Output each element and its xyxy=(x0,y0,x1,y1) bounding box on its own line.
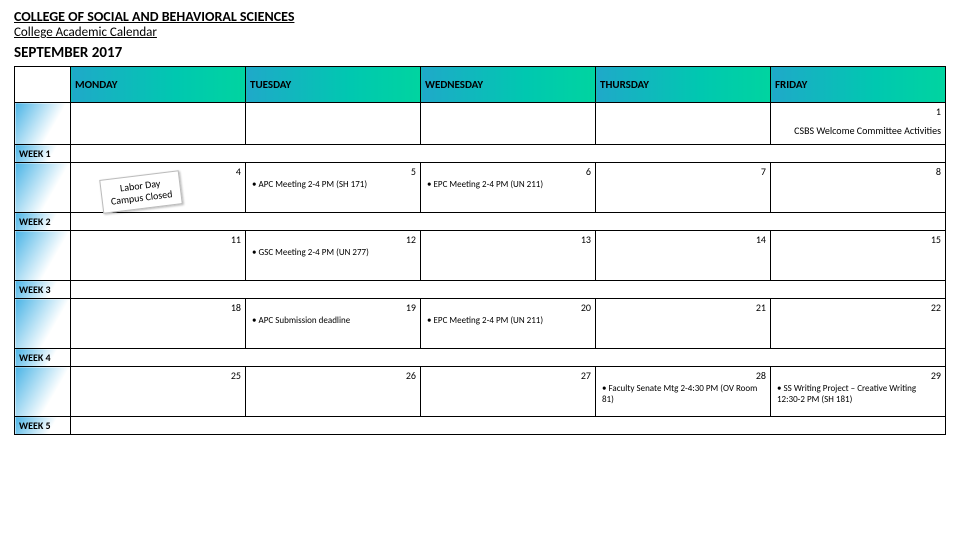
week-side xyxy=(15,163,71,213)
day-cell: 14 xyxy=(596,231,771,281)
day-cell: 21 xyxy=(596,299,771,349)
week-side xyxy=(15,231,71,281)
events: EPC Meeting 2-4 PM (UN 211) xyxy=(427,315,589,328)
week-label: WEEK 2 xyxy=(15,213,71,231)
event-item: EPC Meeting 2-4 PM (UN 211) xyxy=(427,315,589,326)
events: APC Submission deadline xyxy=(252,315,414,328)
event-item: SS Writing Project – Creative Writing 12… xyxy=(777,383,939,406)
day-cell: 27 xyxy=(421,367,596,417)
week-label: WEEK 3 xyxy=(15,281,71,299)
event-item: EPC Meeting 2-4 PM (UN 211) xyxy=(427,179,589,190)
date-number: 29 xyxy=(931,369,941,382)
header-fri: FRIDAY xyxy=(771,67,946,103)
week-side xyxy=(15,367,71,417)
pre-week-row: 1 CSBS Welcome Committee Activities xyxy=(15,103,946,145)
header-mon: MONDAY xyxy=(71,67,246,103)
event-item: GSC Meeting 2-4 PM (UN 277) xyxy=(252,247,414,258)
week-label-row: WEEK 5 xyxy=(15,417,946,435)
pre-week-label xyxy=(15,103,71,145)
pre-week-cell xyxy=(71,103,246,145)
date-number: 8 xyxy=(936,165,941,178)
event-item: Faculty Senate Mtg 2-4:30 PM (OV Room 81… xyxy=(602,383,764,406)
pre-week-cell xyxy=(246,103,421,145)
day-cell: 28Faculty Senate Mtg 2-4:30 PM (OV Room … xyxy=(596,367,771,417)
events: SS Writing Project – Creative Writing 12… xyxy=(777,383,939,408)
pre-week-cell xyxy=(596,103,771,145)
day-cell: 7 xyxy=(596,163,771,213)
header-wed: WEDNESDAY xyxy=(421,67,596,103)
header-thu: THURSDAY xyxy=(596,67,771,103)
date-number: 27 xyxy=(581,369,591,382)
date-number: 22 xyxy=(931,301,941,314)
welcome-text: CSBS Welcome Committee Activities xyxy=(775,124,941,137)
day-cell: 6EPC Meeting 2-4 PM (UN 211) xyxy=(421,163,596,213)
calendar-subtitle: College Academic Calendar xyxy=(14,25,946,40)
date-number: 19 xyxy=(406,301,416,314)
date-number: 12 xyxy=(406,233,416,246)
day-cell: 4 Labor DayCampus Closed xyxy=(71,163,246,213)
week-label: WEEK 1 xyxy=(15,145,71,163)
date-number: 13 xyxy=(581,233,591,246)
week-row: 11 12GSC Meeting 2-4 PM (UN 277) 13 14 15 xyxy=(15,231,946,281)
week-label: WEEK 5 xyxy=(15,417,71,435)
week-row: 4 Labor DayCampus Closed 5APC Meeting 2-4 … xyxy=(15,163,946,213)
events: Faculty Senate Mtg 2-4:30 PM (OV Room 81… xyxy=(602,383,764,408)
date-number: 6 xyxy=(586,165,591,178)
week-row: 25 26 27 28Faculty Senate Mtg 2-4:30 PM (OV… xyxy=(15,367,946,417)
events: EPC Meeting 2-4 PM (UN 211) xyxy=(427,179,589,192)
date-number: 21 xyxy=(756,301,766,314)
week-label-span xyxy=(71,417,946,435)
day-cell: 13 xyxy=(421,231,596,281)
date-number: 20 xyxy=(581,301,591,314)
week-label-row: WEEK 2 xyxy=(15,213,946,231)
week-label: WEEK 4 xyxy=(15,349,71,367)
day-cell: 18 xyxy=(71,299,246,349)
day-cell: 22 xyxy=(771,299,946,349)
week-label-span xyxy=(71,213,946,231)
day-cell: 8 xyxy=(771,163,946,213)
date-number: 15 xyxy=(931,233,941,246)
week-side xyxy=(15,299,71,349)
events: GSC Meeting 2-4 PM (UN 277) xyxy=(252,247,414,260)
date-number: 26 xyxy=(406,369,416,382)
date-number: 28 xyxy=(756,369,766,382)
event-item: APC Meeting 2-4 PM (SH 171) xyxy=(252,179,414,190)
date-number: 25 xyxy=(231,369,241,382)
day-cell: 12GSC Meeting 2-4 PM (UN 277) xyxy=(246,231,421,281)
month-heading: SEPTEMBER 2017 xyxy=(14,44,946,62)
day-cell: 11 xyxy=(71,231,246,281)
date-number: 18 xyxy=(231,301,241,314)
pre-week-cell xyxy=(421,103,596,145)
events: APC Meeting 2-4 PM (SH 171) xyxy=(252,179,414,192)
date-number: 14 xyxy=(756,233,766,246)
week-label-span xyxy=(71,349,946,367)
sticky-note: Labor DayCampus Closed xyxy=(99,170,182,213)
day-cell: 20EPC Meeting 2-4 PM (UN 211) xyxy=(421,299,596,349)
day-cell: 26 xyxy=(246,367,421,417)
pre-week-cell: 1 CSBS Welcome Committee Activities xyxy=(771,103,946,145)
calendar-table: MONDAY TUESDAY WEDNESDAY THURSDAY FRIDAY… xyxy=(14,66,946,435)
event-item: APC Submission deadline xyxy=(252,315,414,326)
week-label-row: WEEK 1 xyxy=(15,145,946,163)
week-label-span xyxy=(71,281,946,299)
page-title-block: COLLEGE OF SOCIAL AND BEHAVIORAL SCIENCE… xyxy=(14,8,946,62)
date-number: 11 xyxy=(231,233,241,246)
week-row: 1819APC Submission deadline20EPC Meeting… xyxy=(15,299,946,349)
day-cell: 15 xyxy=(771,231,946,281)
week-label-row: WEEK 3 xyxy=(15,281,946,299)
date-number: 5 xyxy=(411,165,416,178)
week-label-row: WEEK 4 xyxy=(15,349,946,367)
day-cell: 19APC Submission deadline xyxy=(246,299,421,349)
week-label-span xyxy=(71,145,946,163)
day-cell: 25 xyxy=(71,367,246,417)
college-title: COLLEGE OF SOCIAL AND BEHAVIORAL SCIENCE… xyxy=(14,8,946,25)
header-tue: TUESDAY xyxy=(246,67,421,103)
day-header-row: MONDAY TUESDAY WEDNESDAY THURSDAY FRIDAY xyxy=(15,67,946,103)
day-cell: 29SS Writing Project – Creative Writing … xyxy=(771,367,946,417)
header-blank xyxy=(15,67,71,103)
date-number: 4 xyxy=(236,165,241,178)
date-number: 1 xyxy=(775,105,941,118)
day-cell: 5APC Meeting 2-4 PM (SH 171) xyxy=(246,163,421,213)
date-number: 7 xyxy=(761,165,766,178)
